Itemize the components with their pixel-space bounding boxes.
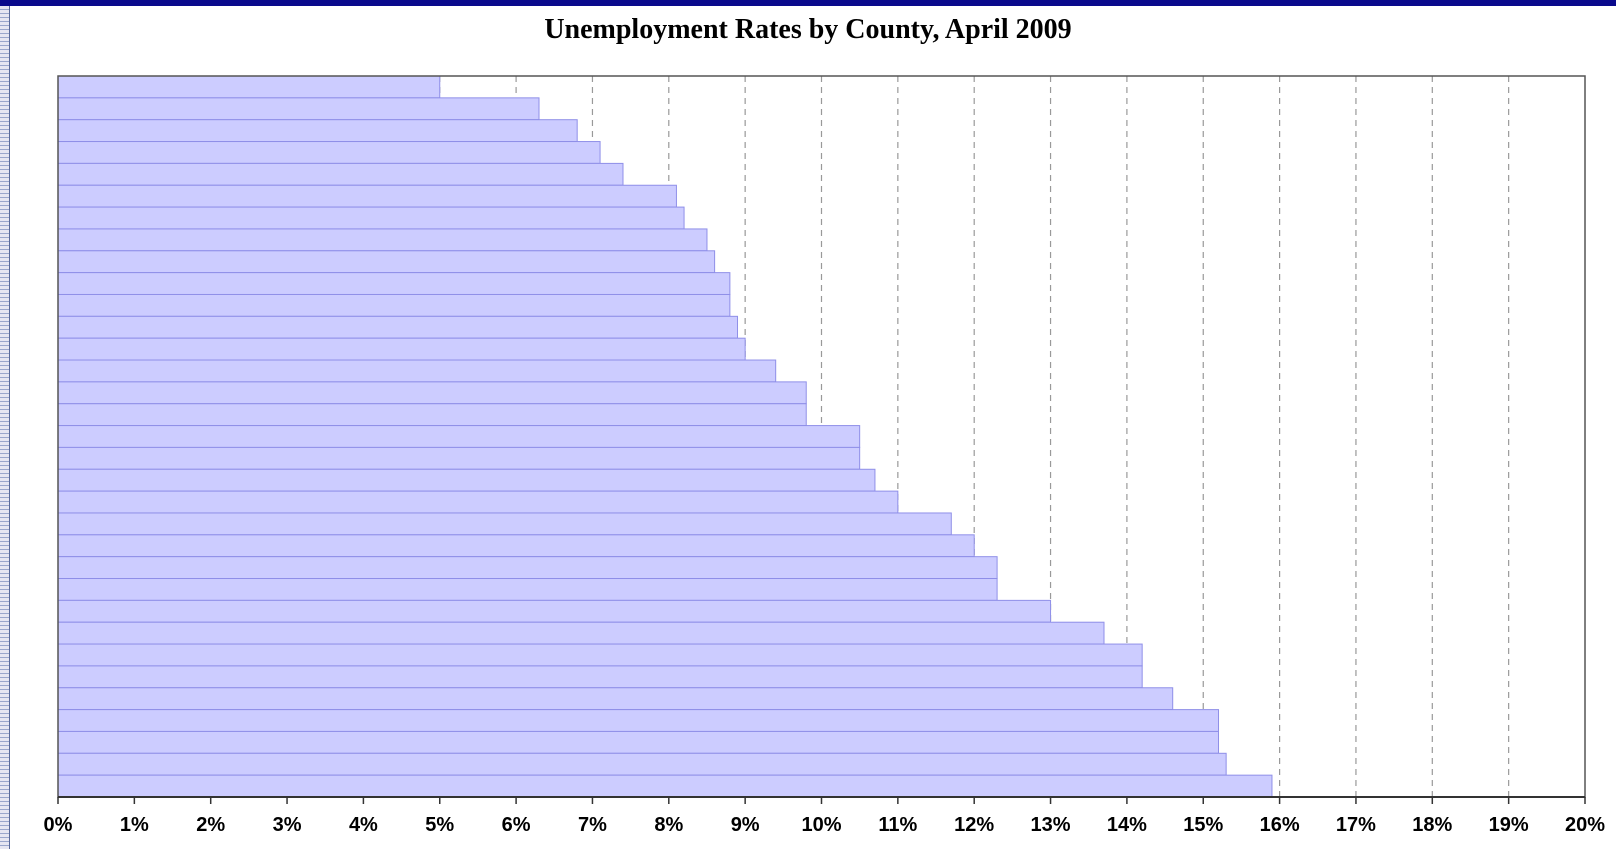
bar <box>57 293 731 317</box>
x-tick-label: 5% <box>425 814 454 836</box>
bar <box>57 162 624 186</box>
bar <box>57 621 1105 645</box>
bar <box>57 75 441 99</box>
bar <box>57 512 952 536</box>
x-tick-label: 18% <box>1412 814 1452 836</box>
bar <box>57 206 685 230</box>
bar <box>57 490 899 514</box>
x-tick-label: 0% <box>44 814 73 836</box>
bar <box>57 468 876 492</box>
x-tick-label: 8% <box>654 814 683 836</box>
bar <box>57 556 998 580</box>
bar <box>57 534 975 558</box>
bar <box>57 774 1273 798</box>
bar <box>57 730 1220 754</box>
bar <box>57 752 1227 776</box>
bar <box>57 315 739 339</box>
x-tick-label: 4% <box>349 814 378 836</box>
x-tick-label: 1% <box>120 814 149 836</box>
x-tick-label: 17% <box>1336 814 1376 836</box>
bar <box>57 250 716 274</box>
bar <box>57 709 1220 732</box>
bar <box>57 446 861 470</box>
bar <box>57 687 1174 711</box>
bar <box>57 119 578 143</box>
bar <box>57 97 540 121</box>
x-tick-label: 20% <box>1565 814 1605 836</box>
bar <box>57 184 677 208</box>
x-tick-label: 12% <box>954 814 994 836</box>
bar <box>57 272 731 295</box>
x-tick-label: 6% <box>502 814 531 836</box>
x-tick-label: 16% <box>1260 814 1300 836</box>
x-tick-label: 11% <box>878 814 917 836</box>
x-tick-label: 9% <box>731 814 760 836</box>
chart-title: Unemployment Rates by County, April 2009 <box>544 14 1072 45</box>
bar <box>57 665 1143 689</box>
bar <box>57 599 1052 623</box>
bar <box>57 228 708 252</box>
bar <box>57 578 998 601</box>
bar <box>57 141 601 164</box>
x-tick-label: 14% <box>1107 814 1147 836</box>
bar <box>57 643 1143 667</box>
bar <box>57 337 746 361</box>
window-left-edge <box>0 6 10 849</box>
x-tick-label: 13% <box>1031 814 1071 836</box>
bar <box>57 381 807 405</box>
x-tick-label: 19% <box>1489 814 1529 836</box>
x-tick-label: 15% <box>1183 814 1223 836</box>
bar <box>57 403 807 427</box>
x-tick-label: 7% <box>578 814 607 836</box>
bar <box>57 359 777 383</box>
bar <box>57 425 861 448</box>
x-tick-label: 10% <box>801 814 841 836</box>
x-tick-label: 3% <box>273 814 302 836</box>
x-tick-label: 2% <box>196 814 225 836</box>
